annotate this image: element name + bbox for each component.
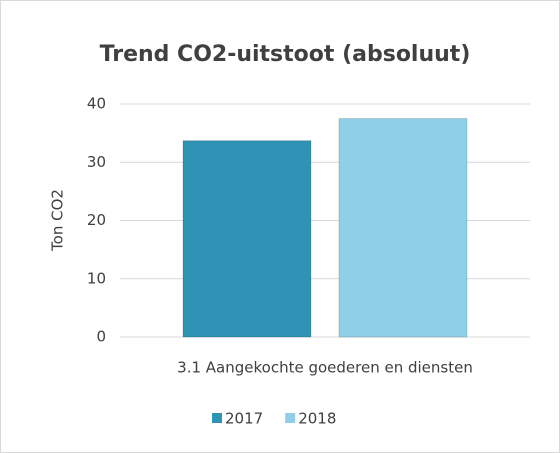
legend-label: 2018	[298, 410, 336, 428]
legend-label: 2017	[225, 410, 263, 428]
chart-title: Trend CO2-uitstoot (absoluut)	[100, 42, 471, 67]
legend-swatch	[212, 413, 222, 423]
bar	[338, 118, 468, 338]
legend-swatch	[285, 413, 296, 423]
y-tick-label: 0	[96, 328, 106, 346]
y-tick-label: 10	[87, 269, 106, 287]
y-axis-label: Ton CO2	[49, 189, 67, 252]
x-tick-label: 3.1 Aangekochte goederen en diensten	[177, 359, 473, 377]
y-tick-label: 30	[87, 153, 106, 171]
bar	[182, 140, 312, 338]
y-tick-label: 20	[87, 211, 106, 229]
y-tick-label: 40	[87, 95, 106, 113]
